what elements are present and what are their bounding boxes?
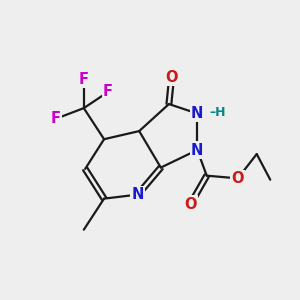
Text: O: O xyxy=(232,171,244,186)
Text: N: N xyxy=(191,106,203,121)
Text: F: F xyxy=(50,111,60,126)
Text: F: F xyxy=(79,72,89,87)
Text: N: N xyxy=(191,142,203,158)
Text: F: F xyxy=(103,84,113,99)
Text: O: O xyxy=(165,70,178,85)
Text: O: O xyxy=(184,196,197,211)
Text: –H: –H xyxy=(209,106,226,119)
Text: N: N xyxy=(132,187,144,202)
